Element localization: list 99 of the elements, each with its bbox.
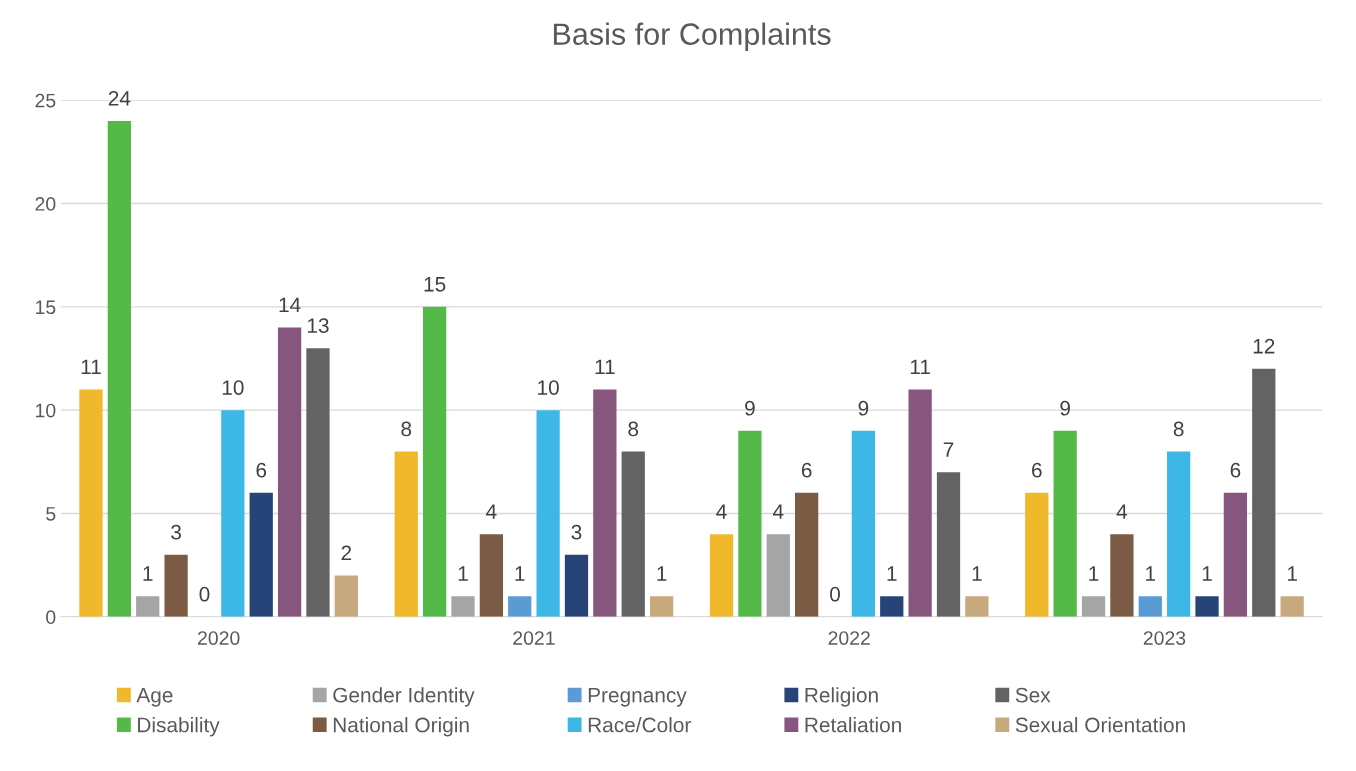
legend-label: Gender Identity bbox=[333, 687, 475, 707]
bar bbox=[936, 472, 961, 617]
data-label: 6 bbox=[256, 462, 267, 478]
bar bbox=[1053, 430, 1077, 617]
legend-label: Sex bbox=[1015, 687, 1051, 703]
bar bbox=[1252, 368, 1276, 617]
legend-label: Retaliation bbox=[805, 717, 901, 733]
data-label: 8 bbox=[401, 421, 412, 437]
legend-label: Religion bbox=[805, 687, 878, 707]
data-label: 8 bbox=[628, 421, 639, 437]
data-label: 3 bbox=[171, 524, 181, 540]
data-label: 10 bbox=[538, 380, 559, 395]
bar bbox=[649, 596, 674, 617]
data-label: 4 bbox=[486, 504, 497, 519]
bar bbox=[107, 120, 131, 617]
legend-label: Pregnancy bbox=[588, 687, 687, 707]
bar bbox=[1223, 492, 1248, 617]
data-label: 0 bbox=[199, 586, 210, 602]
data-label: 4 bbox=[716, 504, 727, 519]
bar bbox=[709, 534, 734, 617]
data-label: 1 bbox=[1146, 566, 1156, 581]
bar bbox=[277, 327, 302, 617]
data-label: 4 bbox=[1116, 504, 1128, 519]
data-label: 2 bbox=[341, 545, 352, 561]
x-tick-label: 2020 bbox=[198, 631, 240, 645]
bar bbox=[593, 389, 617, 617]
data-label: 13 bbox=[307, 318, 329, 333]
data-label: 6 bbox=[1230, 462, 1241, 478]
data-label: 1 bbox=[887, 566, 897, 581]
y-tick-label: 25 bbox=[35, 93, 56, 108]
bar bbox=[422, 306, 447, 617]
bar bbox=[508, 596, 532, 617]
bar bbox=[334, 575, 358, 617]
bar bbox=[451, 596, 475, 617]
bar bbox=[79, 389, 103, 617]
legend-label: Sexual Orientation bbox=[1015, 717, 1185, 733]
bar bbox=[479, 534, 503, 617]
data-label: 12 bbox=[1253, 338, 1275, 354]
legend-label: Race/Color bbox=[588, 717, 691, 733]
y-tick-label: 15 bbox=[36, 300, 56, 315]
x-tick-label: 2022 bbox=[828, 631, 870, 645]
chart-title: Basis for Complaints bbox=[553, 22, 831, 52]
bar bbox=[306, 348, 330, 617]
data-label: 15 bbox=[424, 277, 446, 292]
data-label: 9 bbox=[858, 400, 869, 416]
bar bbox=[621, 451, 645, 617]
data-label: 11 bbox=[910, 359, 930, 375]
legend-label: National Origin bbox=[333, 717, 469, 737]
y-tick-label: 10 bbox=[36, 403, 56, 418]
bar bbox=[1195, 596, 1219, 617]
data-label: 11 bbox=[81, 359, 101, 375]
bar bbox=[249, 492, 273, 617]
bar bbox=[1167, 451, 1191, 617]
data-label: 4 bbox=[772, 504, 784, 519]
data-label: 1 bbox=[1287, 566, 1297, 581]
bar bbox=[965, 596, 989, 617]
bar bbox=[536, 410, 560, 617]
legend-label: Disability bbox=[138, 717, 220, 737]
bar bbox=[1110, 534, 1134, 617]
x-tick-label: 2023 bbox=[1143, 631, 1186, 645]
data-label: 11 bbox=[595, 359, 615, 375]
data-label: 6 bbox=[801, 462, 812, 478]
data-label: 7 bbox=[943, 442, 954, 457]
data-label: 1 bbox=[657, 566, 667, 581]
bar bbox=[880, 596, 904, 617]
data-label: 1 bbox=[458, 566, 468, 581]
data-label: 9 bbox=[1060, 400, 1070, 416]
bar bbox=[1081, 596, 1106, 617]
data-label: 9 bbox=[745, 400, 755, 416]
bar bbox=[1280, 596, 1304, 617]
y-tick-label: 5 bbox=[46, 507, 56, 521]
bar bbox=[564, 554, 589, 617]
data-label: 3 bbox=[571, 524, 582, 540]
x-tick-label: 2021 bbox=[513, 631, 555, 645]
bar bbox=[221, 410, 245, 617]
legend-label: Age bbox=[136, 687, 173, 707]
data-label: 8 bbox=[1173, 421, 1184, 437]
data-label: 6 bbox=[1032, 462, 1042, 478]
data-label: 1 bbox=[143, 566, 153, 581]
bar bbox=[136, 596, 160, 617]
bar bbox=[908, 389, 932, 617]
data-label: 1 bbox=[1202, 566, 1212, 581]
bar bbox=[164, 554, 188, 617]
bar bbox=[1138, 596, 1162, 617]
y-tick-label: 0 bbox=[46, 610, 56, 625]
bar bbox=[766, 534, 790, 617]
data-label: 24 bbox=[108, 90, 131, 106]
bar bbox=[394, 451, 418, 617]
data-label: 14 bbox=[279, 297, 301, 313]
bar bbox=[795, 492, 819, 617]
data-label: 1 bbox=[972, 566, 982, 581]
bar bbox=[851, 430, 876, 617]
bar bbox=[1025, 492, 1049, 617]
data-label: 1 bbox=[515, 566, 525, 581]
data-label: 0 bbox=[830, 586, 840, 602]
data-label: 10 bbox=[222, 380, 244, 395]
data-label: 1 bbox=[1089, 566, 1099, 581]
bar bbox=[738, 430, 762, 617]
y-tick-label: 20 bbox=[35, 197, 56, 211]
